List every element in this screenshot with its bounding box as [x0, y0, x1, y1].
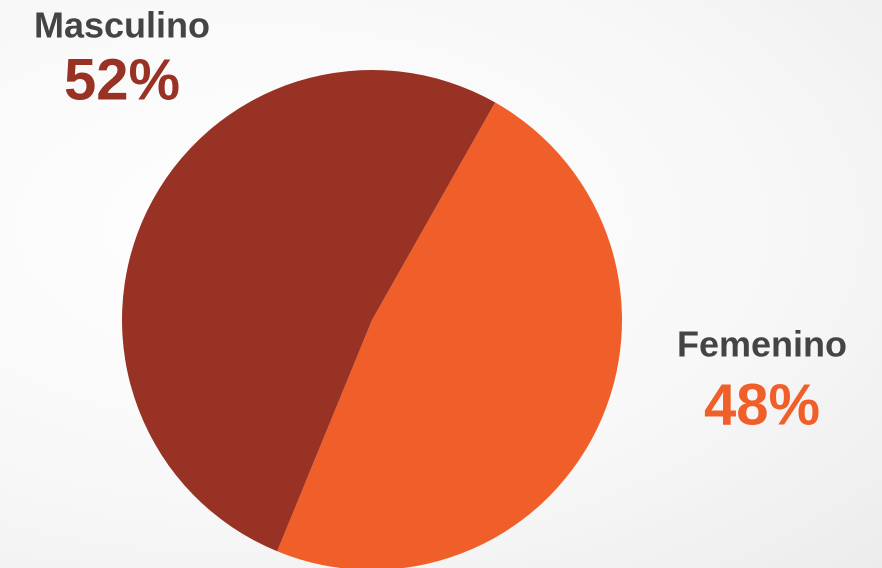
pie-slice	[277, 102, 622, 568]
pie-slice	[122, 69, 496, 552]
value-label: 52%	[64, 47, 180, 112]
category-label: Masculino	[34, 5, 210, 46]
category-label: Femenino	[677, 324, 847, 365]
value-label: 48%	[704, 372, 820, 437]
pie	[122, 69, 622, 568]
